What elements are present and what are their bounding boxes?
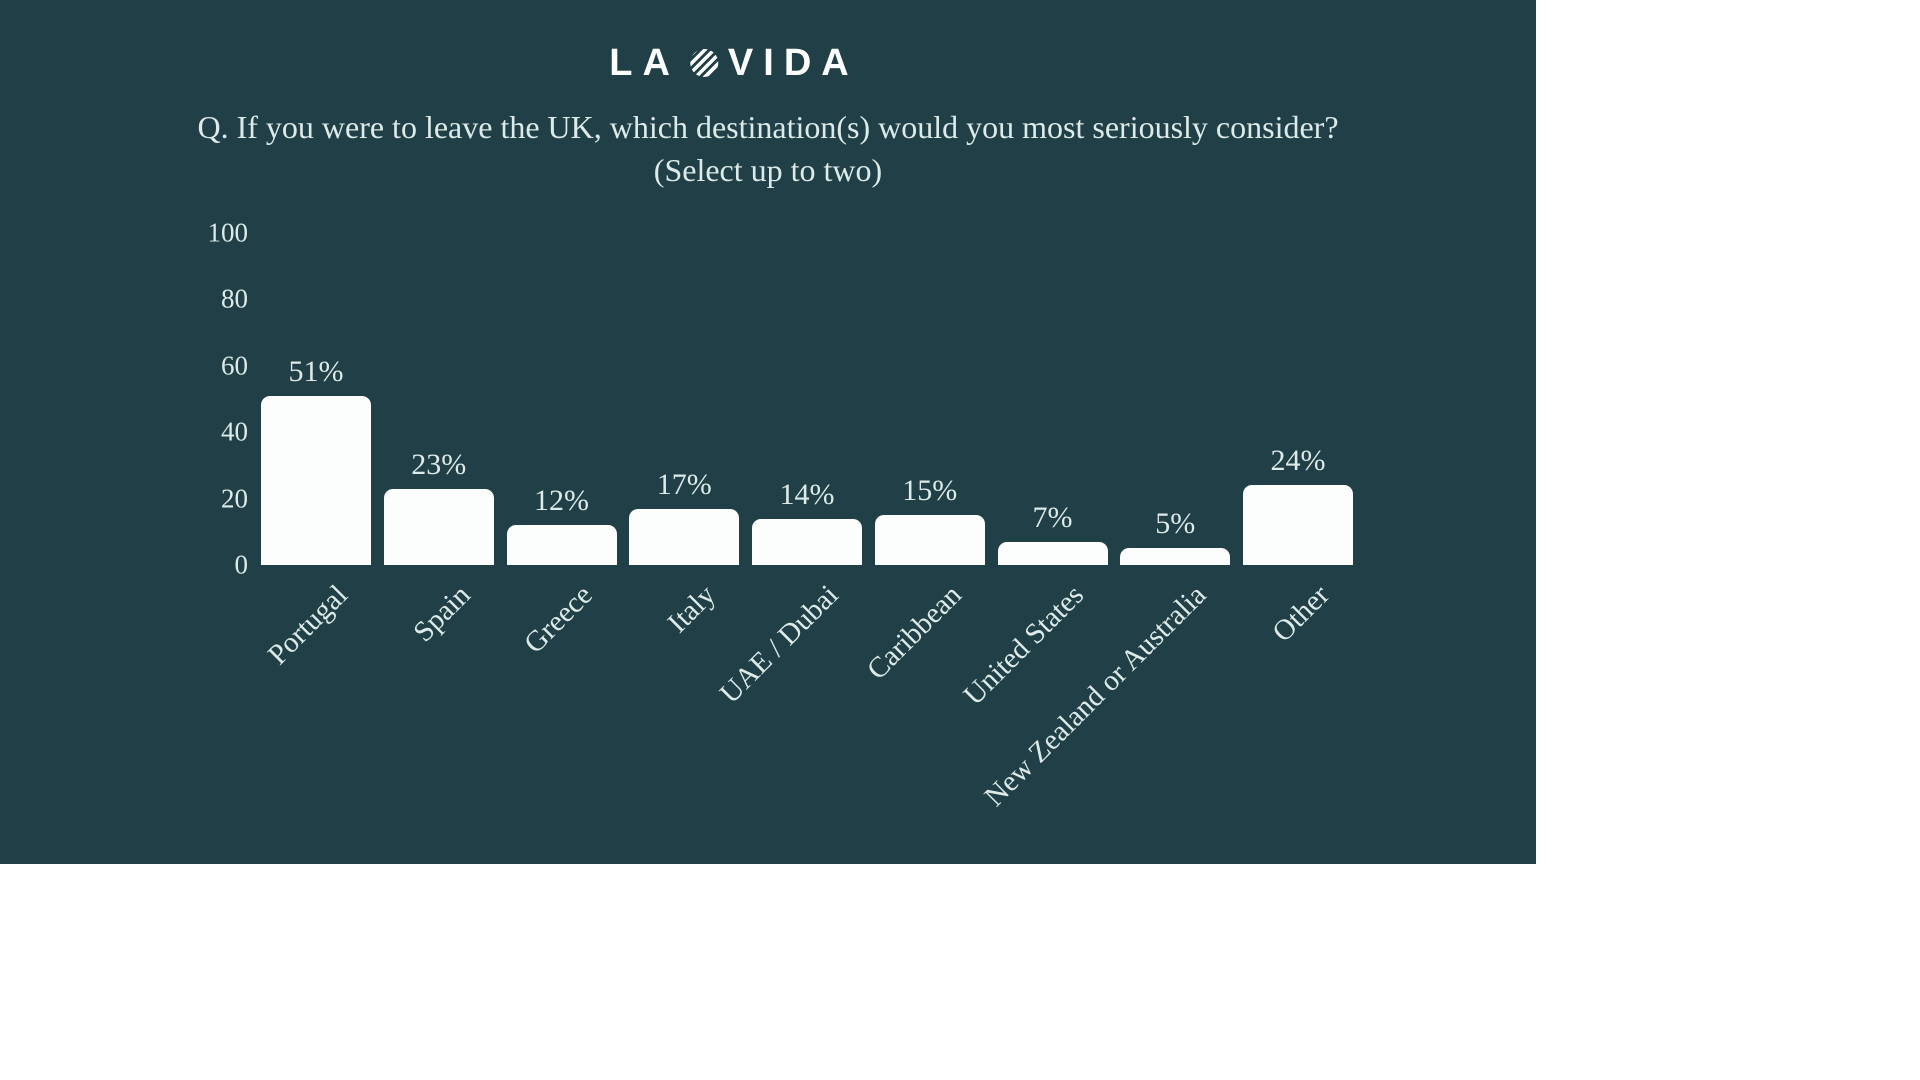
bar-uae-dubai (752, 518, 862, 565)
x-axis-label-italy: Italy (661, 579, 722, 640)
x-axis-label-other: Other (1266, 579, 1336, 649)
bar-value-label: 15% (902, 474, 958, 508)
bar-italy (629, 508, 740, 565)
y-axis-tick-label: 40 (221, 416, 248, 447)
bar-value-label: 14% (779, 477, 835, 511)
bar-spain (383, 488, 494, 565)
brand-logo: LA VIDA (609, 44, 858, 82)
striped-circle-icon (689, 49, 718, 77)
chart-panel: LA VIDA Q. If you were to leave the UK, … (0, 0, 1536, 864)
bar-value-label: 12% (534, 484, 589, 518)
bar-value-label: 7% (1032, 500, 1073, 534)
bar-portugal (261, 395, 371, 565)
x-axis-label-portugal: Portugal (261, 579, 354, 672)
x-axis-label-united-states: United States (957, 579, 1091, 712)
bar-greece (506, 525, 617, 565)
bar-value-label: 5% (1155, 507, 1196, 541)
bar-united-states (997, 541, 1108, 565)
bar-chart: 0 20 40 60 80 100 51% Portugal 23% Spain 12% Greece… (207, 217, 1353, 813)
x-axis-label-spain: Spain (407, 579, 477, 649)
bar-value-label: 51% (288, 354, 344, 388)
bar-value-label: 17% (656, 467, 712, 501)
logo-text-la: LA (609, 42, 680, 84)
title-line-1: Q. If you were to leave the UK, which de… (197, 109, 1339, 145)
bar-new-zealand-or-australia (1120, 548, 1231, 565)
y-axis-tick-label: 100 (207, 217, 249, 248)
y-axis-tick-label: 80 (221, 283, 248, 314)
bar-value-label: 24% (1270, 444, 1326, 478)
chart-title: Q. If you were to leave the UK, which de… (0, 106, 1536, 192)
y-axis-tick-label: 20 (221, 483, 248, 514)
x-axis-label-greece: Greece (518, 579, 600, 660)
bar-value-label: 23% (411, 447, 467, 481)
bar-caribbean (874, 515, 985, 565)
x-axis-label-new-zealand-or-australia: New Zealand or Australia (978, 579, 1213, 813)
logo-text-vida: VIDA (727, 42, 859, 84)
x-axis-label-caribbean: Caribbean (860, 579, 968, 686)
y-axis-tick-label: 60 (221, 350, 248, 381)
x-axis-label-uae-dubai: UAE / Dubai (713, 579, 845, 710)
y-axis-tick-label: 0 (234, 549, 249, 580)
bar-other (1243, 485, 1353, 565)
title-line-2: (Select up to two) (653, 152, 883, 188)
